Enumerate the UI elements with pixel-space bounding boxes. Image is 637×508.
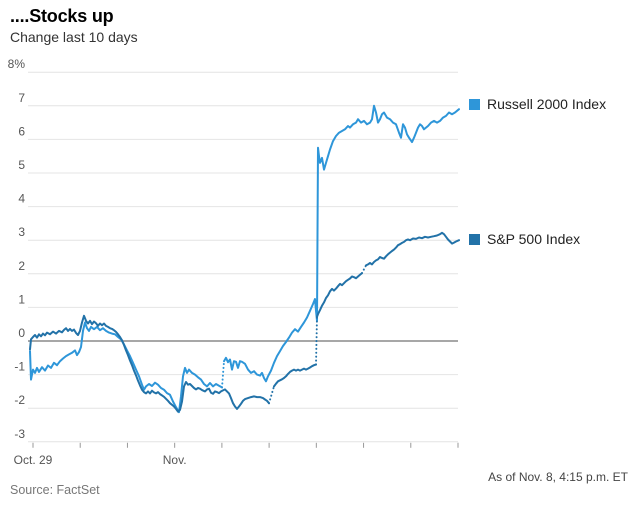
legend-label: Russell 2000 Index — [487, 96, 607, 112]
y-axis-tick-label: 2 — [18, 259, 25, 273]
y-axis-tick-label: 5 — [18, 158, 25, 172]
sp-500-swatch-icon — [469, 233, 480, 245]
y-axis-tick-label: -3 — [14, 427, 25, 441]
s-p-500-index-line-dotted — [268, 385, 275, 405]
s-p-500-index-line-solid — [29, 314, 270, 413]
chart-title: ....Stocks up — [10, 6, 114, 26]
y-axis-tick-label: 1 — [18, 292, 25, 306]
y-axis-tick-label: -1 — [14, 360, 25, 374]
legend-label: S&P 500 Index — [487, 231, 581, 247]
y-axis-tick-label: 3 — [18, 225, 25, 239]
s-p-500-index-line-solid — [316, 272, 363, 318]
y-axis-tick-label: 6 — [18, 124, 25, 138]
s-p-500-index-line-solid — [365, 231, 460, 267]
russell-2000-swatch-icon — [469, 98, 480, 110]
y-axis-tick-label: -2 — [14, 393, 25, 407]
s-p-500-index-line-solid — [273, 363, 317, 388]
y-axis-tick-label: 0 — [18, 326, 25, 340]
x-axis-tick-label: Oct. 29 — [14, 453, 53, 467]
russell-2000-index-line-solid — [29, 321, 223, 414]
russell-2000-index-line-solid — [223, 104, 460, 383]
y-axis-tick-label: 4 — [18, 192, 25, 206]
chart-subtitle: Change last 10 days — [10, 29, 138, 45]
x-axis-tick-label: Nov. — [163, 453, 187, 467]
russell-2000-index-line-dotted — [221, 360, 225, 389]
source-attribution: Source: FactSet — [10, 483, 100, 497]
y-axis-tick-label: 7 — [18, 91, 25, 105]
legend-item-sp-500: S&P 500 Index — [469, 231, 580, 247]
as-of-timestamp: As of Nov. 8, 4:15 p.m. ET — [488, 470, 628, 484]
s-p-500-index-line-dotted — [315, 315, 318, 366]
y-axis-tick-label: 8% — [8, 57, 26, 71]
legend-item-russell-2000: Russell 2000 Index — [469, 96, 606, 112]
s-p-500-index-line-dotted — [361, 264, 367, 275]
